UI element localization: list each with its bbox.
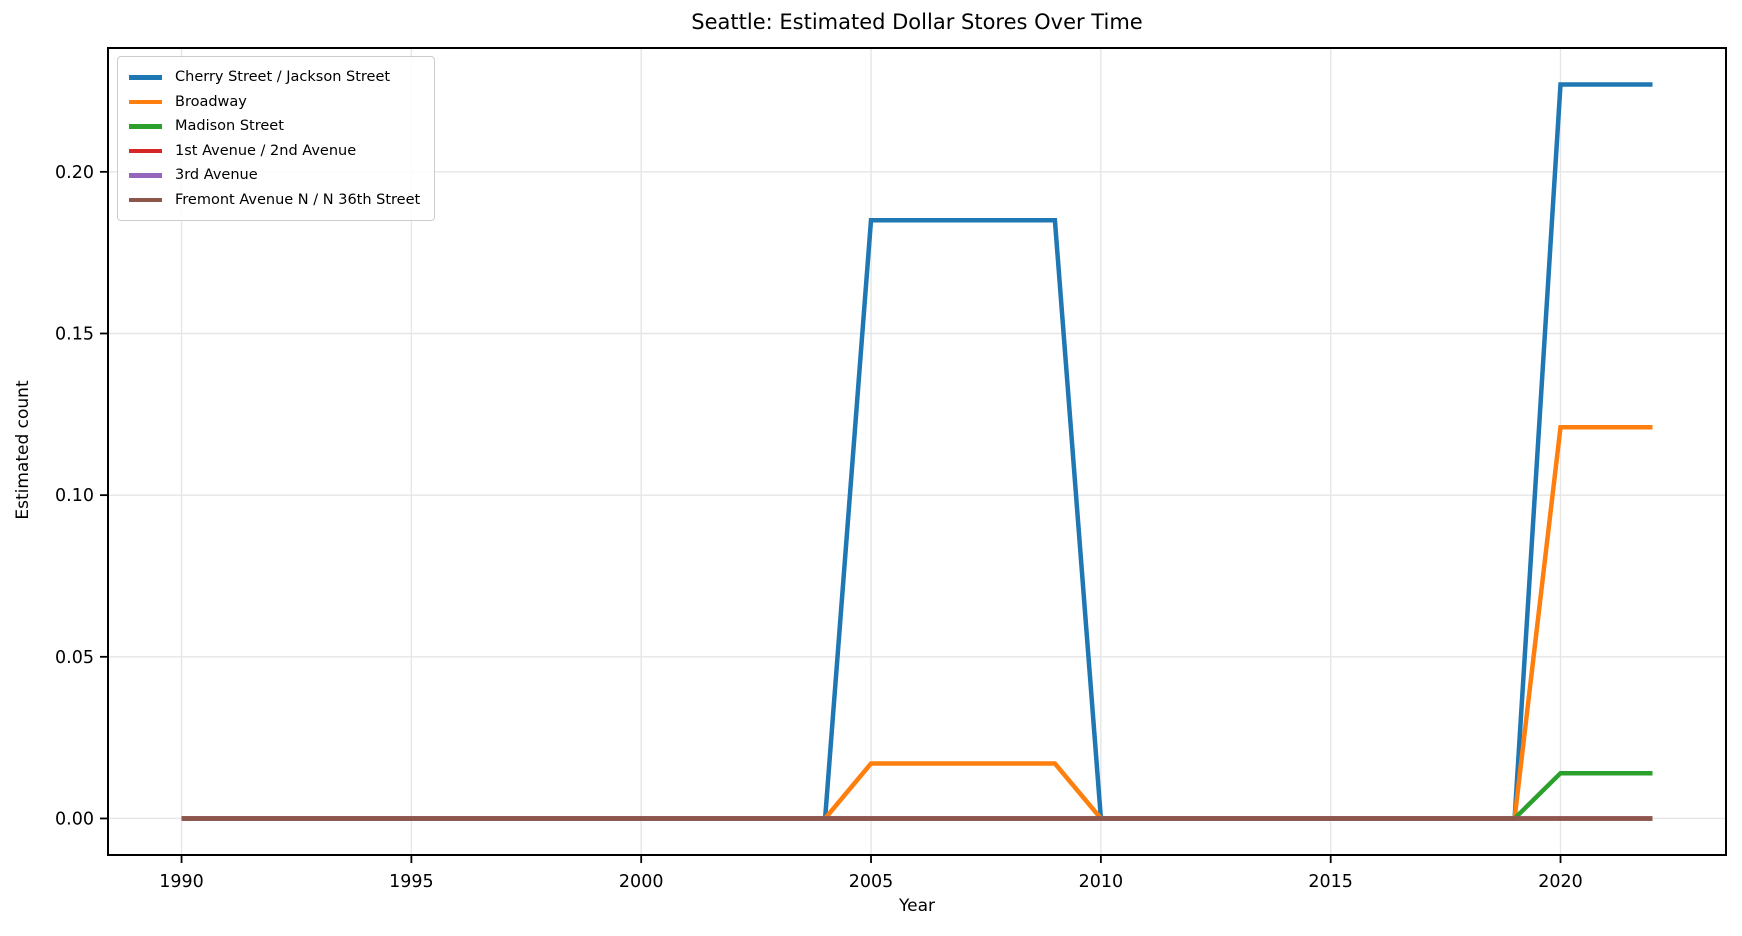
legend-line-swatch: [129, 197, 162, 202]
legend-label: 1st Avenue / 2nd Avenue: [175, 142, 357, 159]
legend-label: 3rd Avenue: [175, 167, 258, 184]
axes-frame: [107, 47, 1727, 856]
legend-label: Madison Street: [175, 118, 284, 135]
legend-line-swatch: [129, 75, 162, 80]
y-tick-label: 0.10: [55, 486, 94, 506]
x-tick-label: 2005: [849, 872, 894, 892]
legend-item: Fremont Avenue N / N 36th Street: [129, 188, 420, 213]
y-tick-label: 0.05: [55, 648, 94, 668]
legend: Cherry Street / Jackson Street Broadway Ma…: [117, 56, 436, 221]
legend-label: Cherry Street / Jackson Street: [175, 69, 391, 86]
legend-item: 1st Avenue / 2nd Avenue: [129, 139, 420, 164]
line-series: [181, 425, 1653, 821]
x-tick-label: 1995: [389, 872, 434, 892]
y-axis-label: Estimated count: [13, 380, 33, 520]
legend-label: Broadway: [175, 93, 247, 110]
chart-title: Seattle: Estimated Dollar Stores Over Ti…: [691, 10, 1143, 34]
y-tick-label: 0.20: [55, 163, 94, 183]
legend-line-swatch: [129, 99, 162, 104]
x-axis-label: Year: [899, 896, 935, 916]
legend-line-swatch: [129, 148, 162, 153]
y-tick-label: 0.15: [55, 324, 94, 344]
legend-line-swatch: [129, 173, 162, 178]
legend-label: Fremont Avenue N / N 36th Street: [175, 191, 421, 208]
legend-line-swatch: [129, 124, 162, 129]
x-tick-label: 2000: [619, 872, 664, 892]
line-series: [181, 770, 1653, 821]
legend-item: 3rd Avenue: [129, 163, 420, 188]
legend-item: Broadway: [129, 90, 420, 115]
legend-item: Cherry Street / Jackson Street: [129, 65, 420, 90]
y-tick-label: 0.00: [55, 809, 94, 829]
x-tick-label: 1990: [159, 872, 204, 892]
x-tick-label: 2020: [1538, 872, 1583, 892]
legend-item: Madison Street: [129, 114, 420, 139]
x-tick-label: 2015: [1308, 872, 1353, 892]
line-series: [181, 82, 1653, 821]
x-tick-label: 2010: [1079, 872, 1124, 892]
